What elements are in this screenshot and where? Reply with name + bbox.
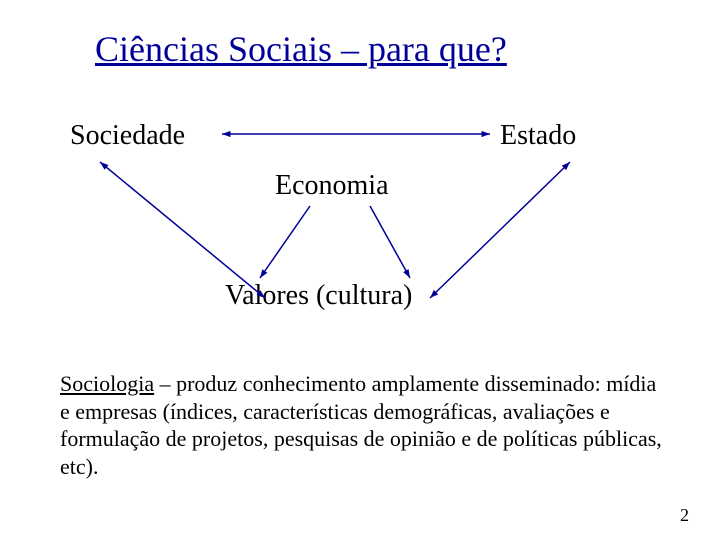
- slide: Ciências Sociais – para que? Sociedade E…: [0, 0, 720, 540]
- page-number: 2: [680, 505, 689, 526]
- node-estado: Estado: [500, 120, 576, 152]
- node-valores: Valores (cultura): [225, 280, 412, 312]
- body-lead: Sociologia: [60, 371, 154, 396]
- body-paragraph: Sociologia – produz conhecimento amplame…: [60, 370, 670, 480]
- node-economia: Economia: [275, 170, 389, 202]
- slide-title: Ciências Sociais – para que?: [95, 28, 507, 70]
- node-sociedade: Sociedade: [70, 120, 185, 152]
